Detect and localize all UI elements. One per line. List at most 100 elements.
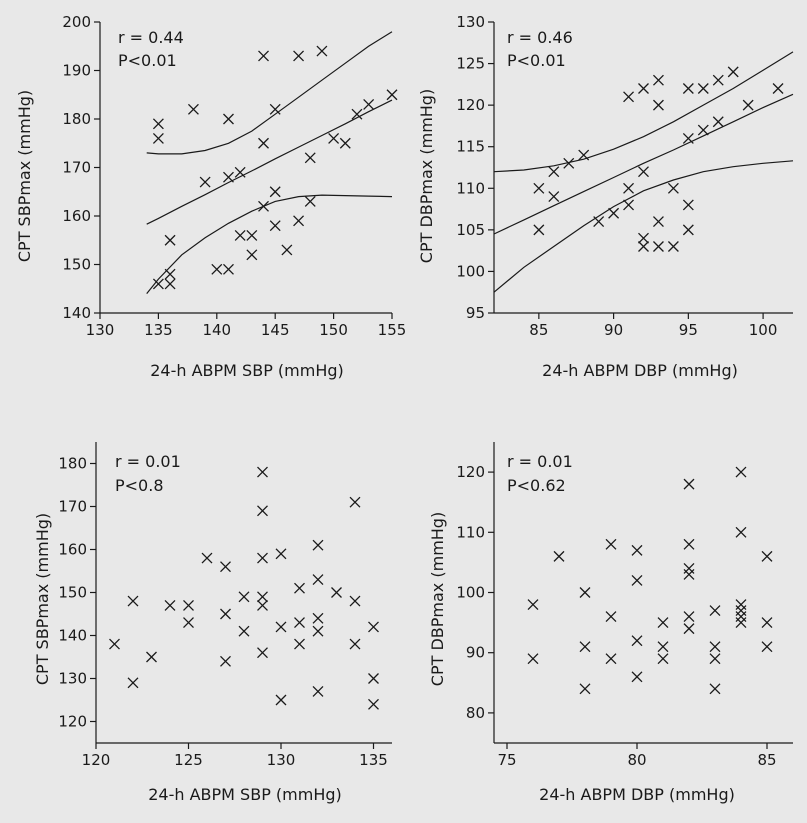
- data-point: [211, 263, 223, 275]
- data-point: [683, 611, 695, 623]
- data-point: [234, 229, 246, 241]
- data-point: [638, 83, 649, 94]
- data-point: [258, 200, 269, 212]
- data-point: [709, 683, 721, 695]
- data-point: [709, 605, 721, 617]
- panel-bottom-left: r = 0.01 P<0.8 24-h ABPM SBP (mmHg) CPT …: [33, 442, 392, 804]
- data-point: [331, 587, 342, 598]
- data-point: [349, 496, 361, 508]
- data-point: [682, 224, 694, 236]
- data-point: [312, 574, 324, 586]
- x-axis-title: 24-h ABPM SBP (mmHg): [148, 785, 342, 804]
- x-tick-label: 125: [174, 751, 203, 769]
- data-point: [220, 608, 231, 620]
- data-point: [220, 655, 231, 667]
- data-point: [697, 83, 709, 94]
- y-tick-label: 120: [456, 463, 485, 481]
- data-point: [709, 641, 721, 653]
- y-tick-label: 120: [456, 96, 485, 114]
- data-point: [183, 599, 194, 611]
- y-tick-label: 180: [58, 455, 87, 473]
- data-point: [652, 216, 664, 228]
- y-tick-label: 140: [62, 304, 91, 322]
- data-point: [234, 166, 246, 178]
- data-point: [652, 99, 664, 111]
- data-point: [593, 216, 605, 228]
- data-point: [152, 278, 164, 290]
- r-value-label: r = 0.44: [118, 28, 184, 47]
- data-point: [548, 191, 560, 203]
- p-value-label: P<0.62: [507, 476, 566, 495]
- x-tick-label: 95: [679, 321, 698, 339]
- x-tick-label: 130: [86, 321, 115, 339]
- y-tick-label: 115: [456, 138, 485, 156]
- data-point: [667, 241, 679, 252]
- data-point: [631, 544, 643, 556]
- y-axis-title: CPT SBPmax (mmHg): [15, 90, 34, 262]
- p-value-label: P<0.8: [115, 476, 164, 495]
- data-point: [109, 638, 120, 650]
- data-point: [631, 635, 643, 647]
- data-point: [683, 538, 695, 550]
- data-point: [386, 89, 398, 101]
- panel-top-right: r = 0.46 P<0.01 24-h ABPM DBP (mmHg) CPT…: [417, 13, 794, 380]
- data-point: [579, 641, 591, 653]
- y-tick-label: 200: [62, 13, 91, 31]
- data-point: [304, 152, 316, 164]
- data-point: [164, 268, 176, 280]
- data-point: [238, 591, 250, 603]
- data-point: [712, 116, 724, 128]
- data-point: [683, 623, 695, 635]
- x-axis-title: 24-h ABPM DBP (mmHg): [542, 361, 738, 380]
- r-value-label: r = 0.01: [507, 452, 573, 471]
- data-point: [657, 617, 669, 629]
- data-point: [772, 83, 784, 94]
- data-point: [328, 132, 340, 144]
- y-tick-label: 190: [62, 62, 91, 80]
- data-point: [605, 538, 617, 550]
- plot-area: 130 135 140 145 150 155 140 150 160 170 180 190 200: [62, 13, 406, 339]
- data-point: [164, 599, 176, 611]
- plot-area: 75 80 85 80 90 100 110 120: [456, 442, 793, 769]
- data-point: [294, 638, 305, 650]
- data-point: [201, 552, 213, 564]
- data-point: [605, 653, 617, 665]
- y-tick-label: 170: [58, 498, 87, 516]
- data-point: [146, 651, 157, 663]
- data-point: [275, 621, 287, 633]
- data-point: [527, 653, 539, 665]
- data-point: [727, 66, 739, 78]
- data-point: [257, 647, 268, 659]
- y-tick-label: 150: [58, 584, 87, 602]
- data-point: [269, 220, 281, 232]
- x-tick-label: 140: [202, 321, 231, 339]
- data-point: [275, 694, 287, 706]
- data-point: [368, 621, 379, 633]
- data-point: [199, 176, 211, 188]
- data-point: [223, 171, 234, 183]
- data-point: [152, 118, 164, 130]
- confidence-band-curve: [493, 51, 794, 173]
- data-point: [608, 207, 620, 219]
- data-point: [312, 612, 324, 624]
- data-point: [638, 241, 649, 252]
- data-point: [667, 182, 679, 194]
- data-point: [258, 137, 269, 149]
- data-point: [246, 229, 258, 241]
- y-tick-label: 100: [456, 262, 485, 280]
- data-point: [631, 671, 643, 683]
- data-point: [735, 466, 747, 478]
- y-tick-label: 180: [62, 110, 91, 128]
- y-tick-label: 105: [456, 221, 485, 239]
- data-point: [709, 653, 721, 665]
- data-point: [220, 561, 231, 573]
- data-point: [238, 625, 250, 637]
- r-value-label: r = 0.01: [115, 452, 181, 471]
- data-point: [363, 98, 375, 110]
- x-tick-label: 120: [82, 751, 111, 769]
- data-point: [742, 99, 754, 111]
- x-tick-label: 90: [604, 321, 623, 339]
- x-tick-label: 75: [497, 751, 516, 769]
